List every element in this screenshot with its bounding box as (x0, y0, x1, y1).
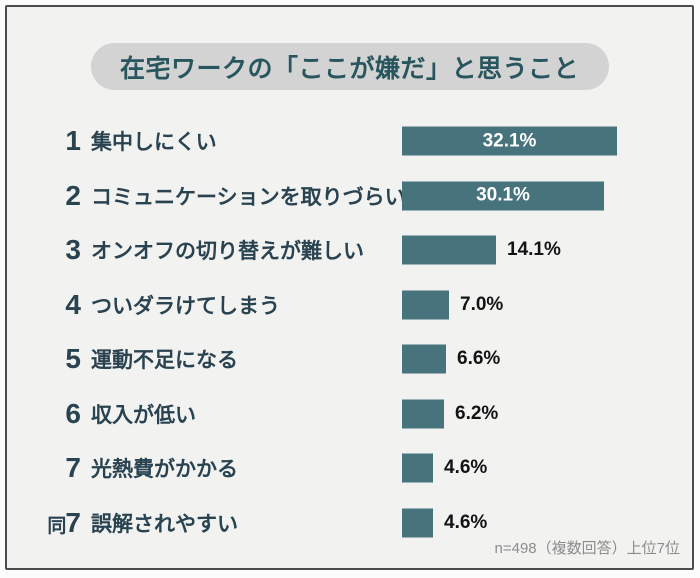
item-label: ついダラけてしまう (91, 294, 280, 318)
rank-number: 7 (65, 452, 81, 484)
rank-label: 同7 (29, 506, 81, 538)
chart-row: 5 運動不足になる 6.6% (7, 332, 692, 387)
value-label: 14.1% (507, 239, 561, 261)
chart-row: 1 集中しにくい 32.1% (7, 114, 692, 169)
rank-label: 6 (29, 397, 81, 429)
rank-number: 4 (65, 288, 81, 320)
chart-row: 7 光熱費がかかる 4.6% (7, 441, 692, 496)
value-bar (402, 235, 496, 265)
value-label: 4.6% (444, 511, 488, 533)
chart-panel: 在宅ワークの「ここが嫌だ」と思うこと 1 集中しにくい 32.1% 2 コミュニ… (5, 5, 694, 570)
value-bar (402, 508, 433, 538)
page-title: 在宅ワークの「ここが嫌だ」と思うこと (119, 54, 579, 83)
item-label: 誤解されやすい (91, 512, 238, 536)
value-label: 32.1% (482, 130, 537, 152)
item-label: 集中しにくい (91, 131, 217, 155)
rank-tie-prefix: 同 (47, 515, 66, 537)
chart-row: 2 コミュニケーションを取りづらい 30.1% (7, 169, 692, 224)
rank-number: 7 (65, 506, 81, 538)
value-bar (402, 290, 449, 320)
value-label: 30.1% (476, 184, 530, 206)
rank-number: 1 (65, 125, 81, 157)
value-bar: 32.1% (402, 126, 617, 156)
rank-label: 4 (29, 288, 81, 320)
chart-row: 3 オンオフの切り替えが難しい 14.1% (7, 223, 692, 278)
item-label: 光熱費がかかる (91, 458, 238, 482)
value-label: 6.6% (457, 348, 501, 370)
value-bar: 30.1% (402, 181, 604, 211)
rank-number: 2 (65, 179, 81, 211)
rank-label: 3 (29, 236, 81, 264)
chart-row: 4 ついダラけてしまう 7.0% (7, 278, 692, 333)
item-label: オンオフの切り替えが難しい (91, 240, 364, 264)
rank-label: 2 (29, 179, 81, 211)
rank-number: 5 (65, 343, 81, 375)
item-label: コミュニケーションを取りづらい (91, 185, 406, 209)
item-label: 運動不足になる (91, 349, 238, 373)
rank-label: 1 (29, 127, 81, 155)
rank-number: 3 (65, 234, 81, 266)
value-bar (402, 399, 444, 429)
rank-label: 5 (29, 345, 81, 373)
ranking-list: 1 集中しにくい 32.1% 2 コミュニケーションを取りづらい 30.1% 3… (7, 114, 692, 550)
chart-row: 6 収入が低い 6.2% (7, 387, 692, 442)
item-label: 収入が低い (91, 403, 196, 427)
rank-number: 6 (65, 397, 81, 429)
rank-label: 7 (29, 454, 81, 482)
value-label: 6.2% (455, 402, 499, 424)
chart-row: 同7 誤解されやすい 4.6% (7, 496, 692, 551)
value-bar (402, 453, 433, 483)
value-label: 7.0% (460, 293, 504, 315)
value-label: 4.6% (444, 457, 488, 479)
value-bar (402, 344, 446, 374)
sample-size-note: n=498（複数回答）上位7位 (494, 540, 680, 557)
title-pill: 在宅ワークの「ここが嫌だ」と思うこと (90, 43, 609, 90)
